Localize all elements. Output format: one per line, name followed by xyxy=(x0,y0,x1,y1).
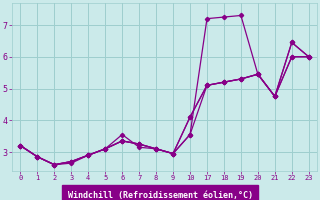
Text: Windchill (Refroidissement éolien,°C): Windchill (Refroidissement éolien,°C) xyxy=(68,191,252,200)
